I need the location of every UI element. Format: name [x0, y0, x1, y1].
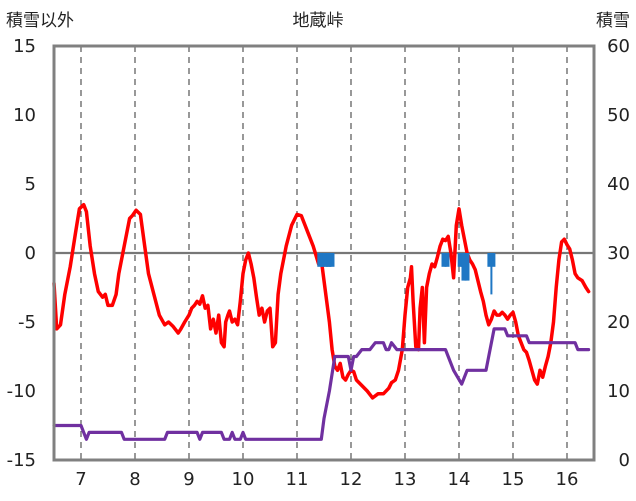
x-tick-label: 12 — [340, 469, 363, 490]
x-tick-label: 8 — [129, 469, 140, 490]
right-axis-label: 積雪 — [596, 11, 630, 31]
left-tick-label: -15 — [7, 450, 36, 471]
left-tick-label: 10 — [13, 105, 36, 126]
vertical-gridlines — [80, 46, 568, 460]
right-tick-label: 10 — [607, 381, 630, 402]
chart-title: 地蔵峠 — [293, 11, 344, 31]
plot-series — [52, 202, 591, 441]
left-tick-label: 0 — [25, 243, 36, 264]
x-tick-label: 13 — [394, 469, 417, 490]
precip-marker-2 — [326, 253, 335, 267]
x-tick-label: 7 — [75, 469, 86, 490]
left-tick-label: 15 — [13, 36, 36, 57]
plot-frame — [52, 44, 596, 462]
x-tick-label: 14 — [448, 469, 471, 490]
right-tick-label: 30 — [607, 243, 630, 264]
x-tick-label: 10 — [232, 469, 255, 490]
left-tick-label: -10 — [7, 381, 36, 402]
left-tick-label: -5 — [18, 312, 36, 333]
right-tick-label: 40 — [607, 174, 630, 195]
precip-marker-0 — [317, 253, 326, 267]
x-tick-label: 16 — [556, 469, 579, 490]
x-tick-label: 11 — [286, 469, 309, 490]
snow-depth-line — [52, 327, 591, 441]
right-tick-label: 0 — [619, 450, 630, 471]
x-tick-label: 15 — [502, 469, 525, 490]
temperature-line — [52, 202, 591, 400]
right-tick-label: 60 — [607, 36, 630, 57]
precip-marker-5 — [461, 253, 470, 281]
left-tick-label: 5 — [25, 174, 36, 195]
right-tick-label: 50 — [607, 105, 630, 126]
left-axis-label: 積雪以外 — [6, 11, 74, 31]
precip-marker-6 — [487, 253, 496, 267]
right-tick-label: 20 — [607, 312, 630, 333]
precip-marker-3 — [441, 253, 450, 267]
x-tick-label: 9 — [183, 469, 194, 490]
